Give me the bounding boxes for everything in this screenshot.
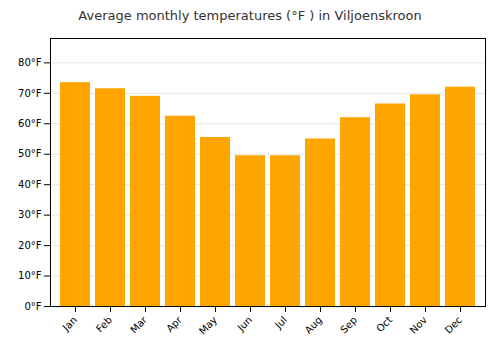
html-text:Average monthly temperatures (: Average monthly temperatures (°F ) in Vi… (78, 8, 422, 23)
svg-text:0°F: 0°F (24, 301, 41, 312)
svg-text:Apr: Apr (164, 314, 185, 335)
svg-text:Dec: Dec (443, 314, 464, 335)
svg-text:Jun: Jun (235, 314, 255, 334)
svg-text:May: May (197, 314, 219, 336)
svg-text:Feb: Feb (94, 314, 114, 334)
svg-text:Mar: Mar (128, 314, 150, 336)
svg-text:50°F: 50°F (18, 148, 42, 159)
svg-text:40°F: 40°F (18, 179, 42, 190)
svg-text:Jan: Jan (60, 314, 79, 333)
svg-text:20°F: 20°F (18, 240, 42, 251)
svg-text:Nov: Nov (408, 314, 430, 336)
svg-text:Oct: Oct (374, 314, 394, 334)
svg-text:Sep: Sep (338, 314, 359, 335)
svg-text:Jul: Jul (272, 314, 289, 331)
svg-text:30°F: 30°F (18, 209, 42, 220)
svg-text:70°F: 70°F (18, 88, 42, 99)
svg-text:80°F: 80°F (18, 57, 42, 68)
svg-text:60°F: 60°F (18, 118, 42, 129)
svg-text:Aug: Aug (303, 314, 325, 336)
svg-text:10°F: 10°F (18, 270, 42, 281)
